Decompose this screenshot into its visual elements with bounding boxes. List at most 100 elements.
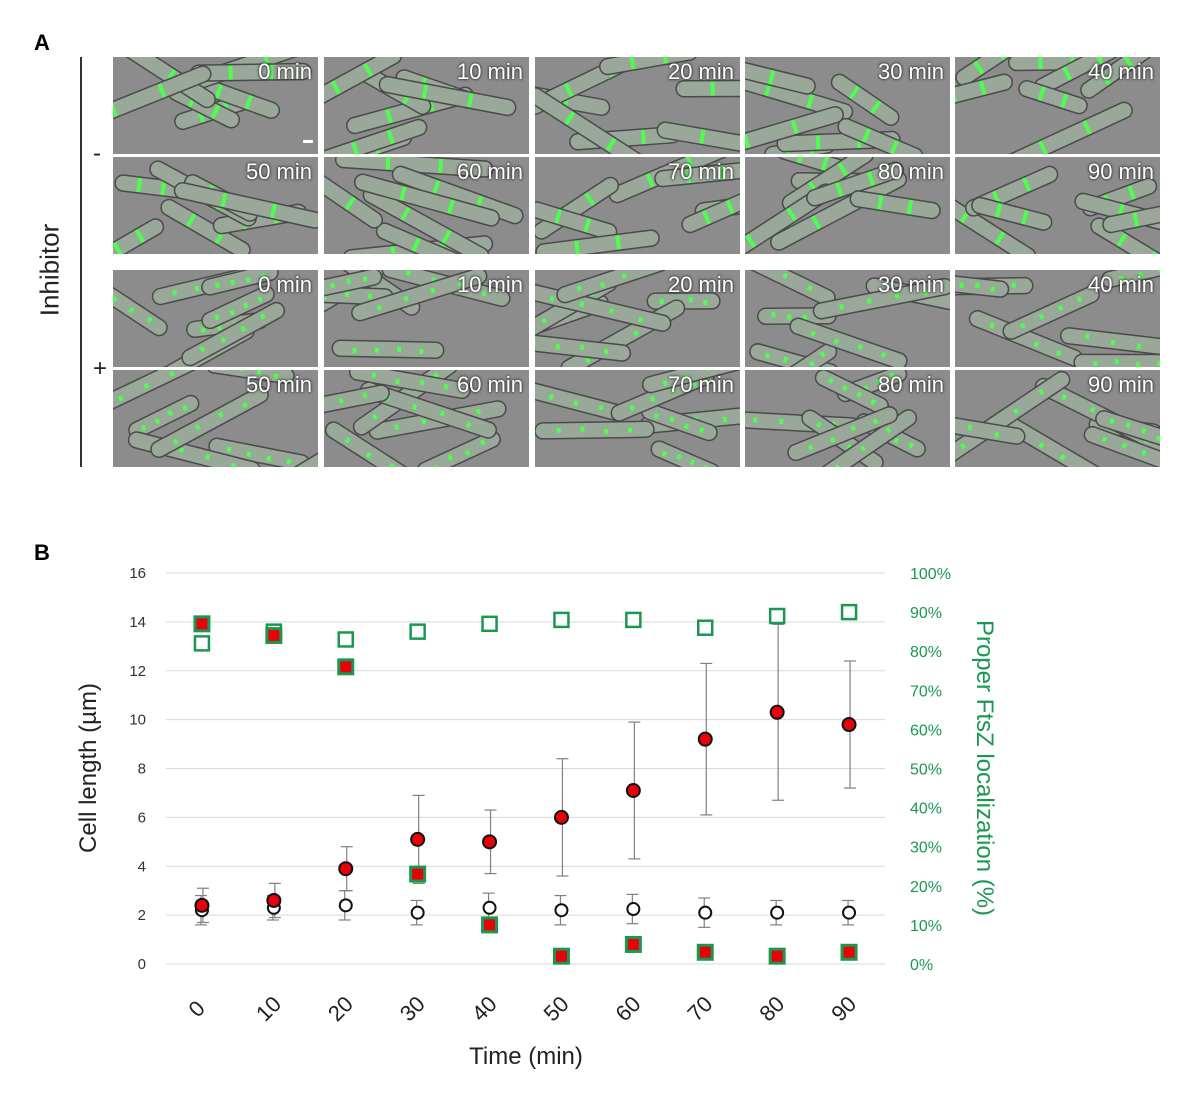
timepoint-label: 10 min — [456, 59, 523, 84]
micrograph-tile: 40 min — [955, 270, 1160, 367]
micrograph-tile: 80 min — [745, 157, 950, 254]
x-tick-label: 70 — [682, 991, 717, 1026]
micrograph-image — [955, 370, 1160, 467]
x-tick-label: 50 — [539, 991, 574, 1026]
y2-tick-label: 30% — [910, 840, 942, 857]
ftsz-point-no-inhibitor — [193, 635, 211, 652]
micrograph-image — [324, 370, 529, 467]
inhibitor-row-label: Inhibitor — [34, 223, 65, 317]
y-tick-label: 0 — [138, 956, 146, 973]
cell-length-point-inhibitor — [194, 897, 210, 913]
plus-inhibitor-sign: + — [93, 355, 108, 382]
y-tick-label: 10 — [129, 712, 146, 729]
cell-length-point-inhibitor — [697, 731, 713, 747]
micrograph-image — [745, 370, 950, 467]
micrograph-tile: 80 min — [745, 370, 950, 467]
ftsz-point-no-inhibitor — [625, 611, 642, 629]
cell-length-point-no-inhibitor — [554, 903, 569, 918]
y2-tick-label: 40% — [910, 801, 942, 818]
micrograph-image — [324, 57, 529, 154]
timepoint-label: 0 min — [258, 272, 312, 297]
ftsz-point-inhibitor — [840, 943, 858, 961]
x-tick-label: 40 — [467, 991, 502, 1026]
y-tick-label: 14 — [129, 614, 146, 631]
minus-inhibitor-sign: - — [93, 140, 101, 167]
micrograph-tile: 90 min — [955, 157, 1160, 254]
y2-tick-label: 90% — [910, 605, 942, 622]
y-axis-title: Cell length (µm) — [75, 683, 102, 853]
micrograph-image — [535, 57, 740, 154]
timepoint-label: 30 min — [877, 59, 944, 84]
y2-tick-label: 0% — [910, 957, 933, 974]
micrograph-tile: 0 min — [113, 57, 318, 154]
ftsz-point-inhibitor — [696, 943, 714, 961]
cell-length-point-inhibitor — [482, 834, 498, 850]
micrograph-image — [535, 270, 740, 367]
x-tick-label: 30 — [395, 991, 430, 1026]
timepoint-label: 60 min — [456, 372, 523, 397]
timepoint-label: 80 min — [877, 372, 944, 397]
cell-length-point-no-inhibitor — [626, 902, 641, 917]
timepoint-label: 70 min — [667, 372, 734, 397]
timepoint-label: 80 min — [877, 159, 944, 184]
cell-length-point-inhibitor — [338, 861, 354, 877]
y2-tick-label: 20% — [910, 879, 942, 896]
cell-length-point-inhibitor — [266, 892, 282, 908]
micrograph-tile: 50 min — [113, 157, 318, 254]
y-tick-label: 8 — [138, 761, 146, 778]
timepoint-label: 20 min — [667, 59, 734, 84]
timepoint-label: 40 min — [1087, 272, 1154, 297]
micrograph-image — [113, 57, 318, 154]
x-tick-label: 0 — [183, 996, 209, 1022]
y-tick-label: 12 — [129, 663, 146, 680]
ftsz-point-no-inhibitor — [481, 615, 498, 633]
cell-length-point-inhibitor — [410, 831, 426, 847]
timepoint-label: 40 min — [1087, 59, 1154, 84]
timepoint-label: 10 min — [456, 272, 523, 297]
timepoint-label: 70 min — [667, 159, 734, 184]
cell-length-point-no-inhibitor — [482, 900, 497, 915]
micrograph-image — [113, 157, 318, 254]
micrograph-image — [955, 270, 1160, 367]
scale-bar — [303, 140, 313, 143]
ftsz-point-inhibitor — [265, 627, 283, 645]
micrograph-image — [955, 57, 1160, 154]
timepoint-label: 50 min — [245, 372, 312, 397]
ftsz-point-no-inhibitor — [768, 607, 786, 625]
cell-length-point-inhibitor — [769, 704, 785, 720]
x-tick-label: 80 — [754, 991, 789, 1026]
ftsz-point-inhibitor — [624, 935, 642, 953]
micrograph-image — [745, 57, 950, 154]
x-tick-label: 60 — [611, 991, 646, 1026]
micrograph-image — [324, 157, 529, 254]
micrograph-image — [324, 270, 529, 367]
y2-tick-label: 60% — [910, 722, 942, 739]
timepoint-label: 90 min — [1087, 372, 1154, 397]
micrograph-tile: 60 min — [324, 370, 529, 467]
y-tick-label: 2 — [138, 907, 146, 924]
y2-tick-label: 10% — [910, 918, 942, 935]
ftsz-point-no-inhibitor — [337, 631, 354, 648]
y2-tick-label: 50% — [910, 762, 942, 779]
timepoint-label: 30 min — [877, 272, 944, 297]
cell-length-point-inhibitor — [625, 782, 641, 798]
micrograph-image — [535, 157, 740, 254]
cell-length-point-inhibitor — [841, 717, 857, 733]
micrograph-tile: 90 min — [955, 370, 1160, 467]
micrograph-tile: 20 min — [535, 57, 740, 154]
micrograph-tile: 20 min — [535, 270, 740, 367]
micrograph-tile: 60 min — [324, 157, 529, 254]
timepoint-label: 50 min — [245, 159, 312, 184]
cell-length-point-no-inhibitor — [338, 898, 353, 913]
timepoint-label: 20 min — [667, 272, 734, 297]
y2-tick-label: 80% — [910, 644, 942, 661]
micrograph-tile: 70 min — [535, 370, 740, 467]
timepoint-label: 90 min — [1087, 159, 1154, 184]
panel-a-label: A — [34, 30, 50, 55]
ftsz-point-inhibitor — [409, 865, 427, 883]
x-tick-label: 10 — [251, 991, 286, 1026]
micrograph-image — [535, 370, 740, 467]
ftsz-point-no-inhibitor — [409, 623, 426, 640]
y-tick-label: 6 — [138, 809, 146, 826]
micrograph-tile: 10 min — [324, 57, 529, 154]
